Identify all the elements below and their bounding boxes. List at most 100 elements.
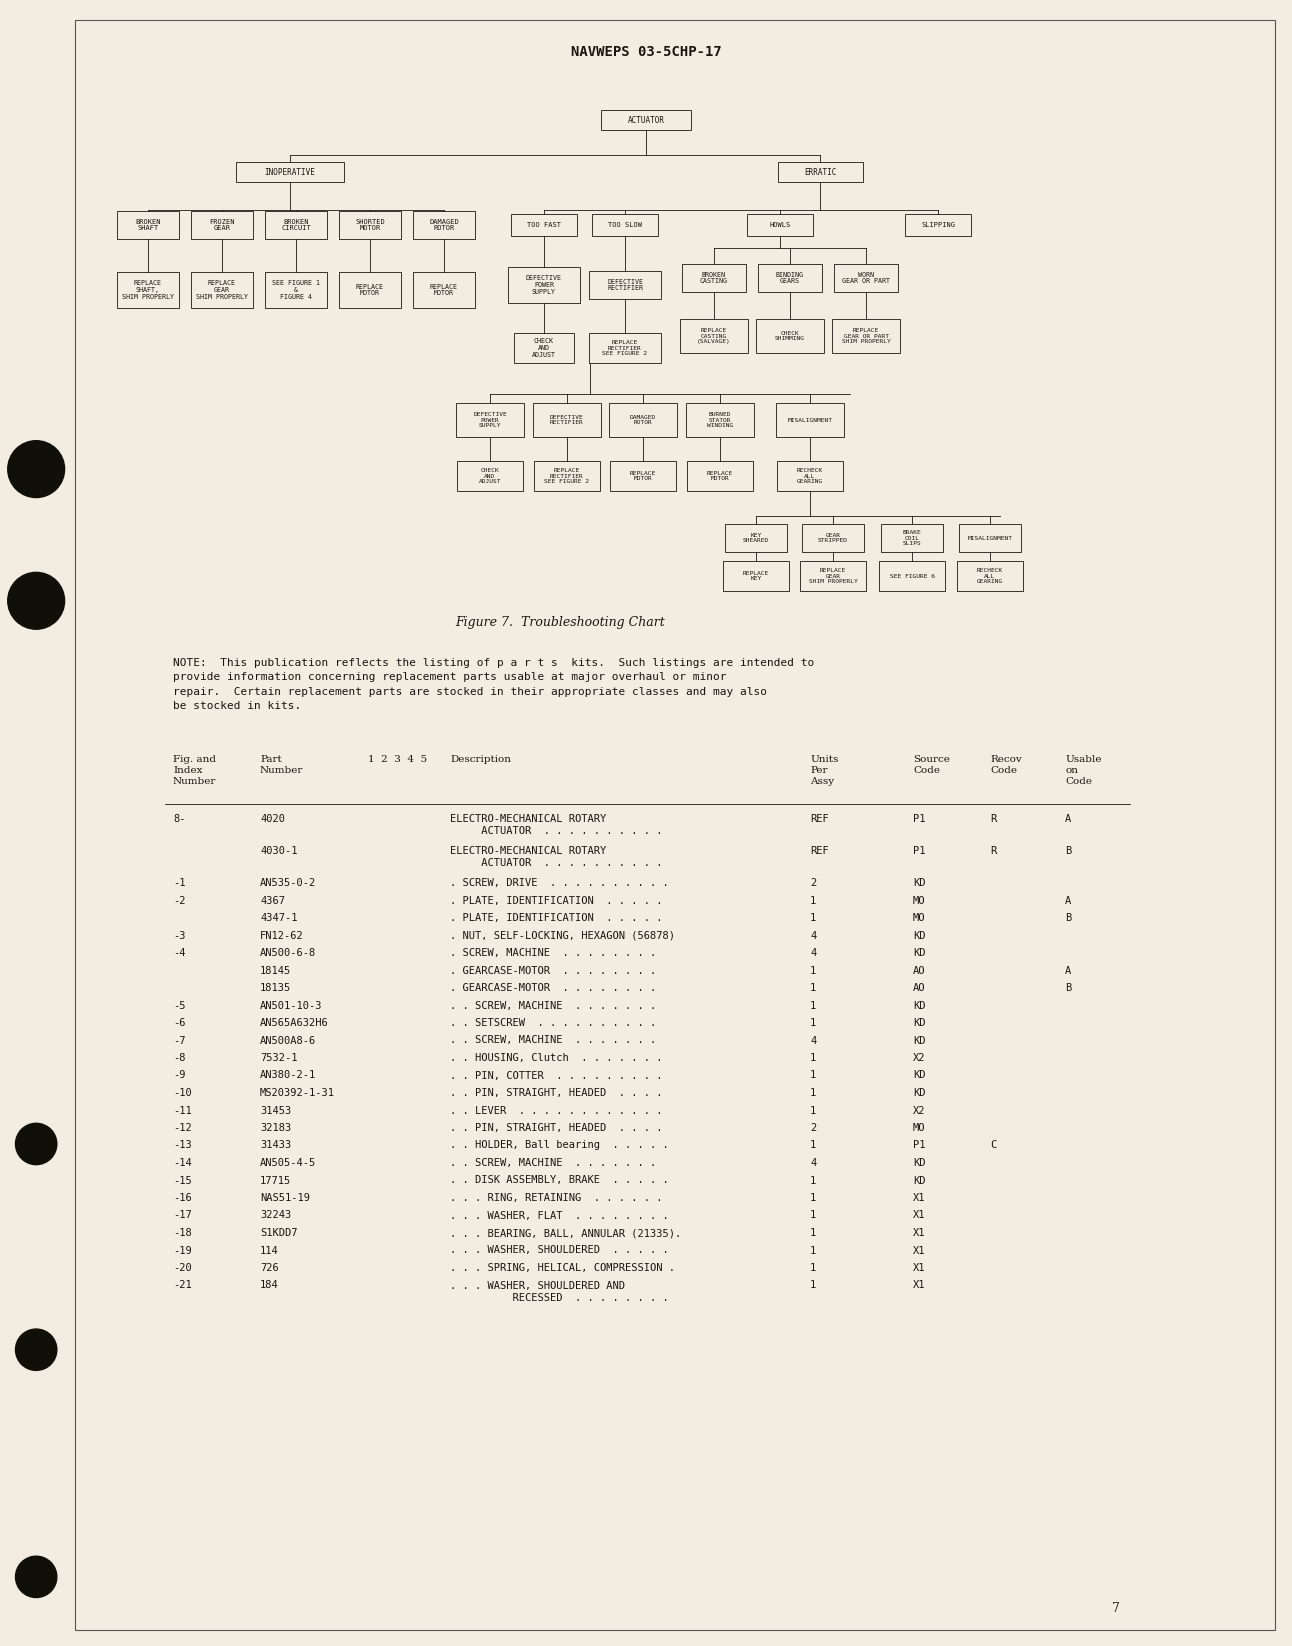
Bar — [508, 267, 580, 303]
Text: . SCREW, MACHINE  . . . . . . . .: . SCREW, MACHINE . . . . . . . . — [450, 948, 656, 958]
Text: 31433: 31433 — [260, 1141, 291, 1151]
Bar — [118, 272, 180, 308]
Text: . . SCREW, MACHINE  . . . . . . .: . . SCREW, MACHINE . . . . . . . — [450, 1159, 656, 1169]
Text: ELECTRO-MECHANICAL ROTARY
     ACTUATOR  . . . . . . . . . .: ELECTRO-MECHANICAL ROTARY ACTUATOR . . .… — [450, 846, 663, 869]
Text: 726: 726 — [260, 1262, 279, 1272]
Text: 4: 4 — [810, 1159, 817, 1169]
Text: BURNED
STATOR
WINDING: BURNED STATOR WINDING — [707, 412, 733, 428]
Text: AN500-6-8: AN500-6-8 — [260, 948, 317, 958]
Bar — [413, 211, 475, 239]
Text: -10: -10 — [173, 1088, 191, 1098]
Text: 4347-1: 4347-1 — [260, 914, 297, 923]
Text: X1: X1 — [913, 1193, 925, 1203]
Text: 4: 4 — [810, 948, 817, 958]
Text: Source
Code: Source Code — [913, 756, 950, 775]
Text: Description: Description — [450, 756, 512, 764]
Text: -11: -11 — [173, 1106, 191, 1116]
Text: 18135: 18135 — [260, 983, 291, 993]
Bar — [778, 161, 863, 183]
Bar — [339, 272, 401, 308]
Text: REPLACE
SHAFT,
SHIM PROPERLY: REPLACE SHAFT, SHIM PROPERLY — [121, 280, 174, 300]
Text: KD: KD — [913, 1088, 925, 1098]
Text: NAS51-19: NAS51-19 — [260, 1193, 310, 1203]
Text: X1: X1 — [913, 1246, 925, 1256]
Text: B: B — [1065, 846, 1071, 856]
Bar — [835, 263, 898, 291]
Text: ERRATIC: ERRATIC — [804, 168, 836, 176]
Text: SHORTED
MOTOR: SHORTED MOTOR — [355, 219, 385, 232]
Text: A: A — [1065, 895, 1071, 905]
Text: AN535-0-2: AN535-0-2 — [260, 877, 317, 887]
Text: 32183: 32183 — [260, 1123, 291, 1132]
Text: KEY
SHEARED: KEY SHEARED — [743, 533, 769, 543]
Bar — [957, 561, 1023, 591]
Bar — [413, 272, 475, 308]
Text: -6: -6 — [173, 1017, 186, 1029]
Text: AO: AO — [913, 966, 925, 976]
Text: REPLACE
MOTOR: REPLACE MOTOR — [357, 283, 384, 296]
Text: 1: 1 — [810, 1262, 817, 1272]
Text: 4020: 4020 — [260, 815, 286, 825]
Text: . . HOUSING, Clutch  . . . . . . .: . . HOUSING, Clutch . . . . . . . — [450, 1053, 663, 1063]
Bar — [265, 272, 327, 308]
Text: X1: X1 — [913, 1210, 925, 1220]
Text: . . . WASHER, FLAT  . . . . . . . .: . . . WASHER, FLAT . . . . . . . . — [450, 1210, 669, 1220]
Text: REPLACE
GEAR OR PART
SHIM PROPERLY: REPLACE GEAR OR PART SHIM PROPERLY — [841, 328, 890, 344]
Text: MO: MO — [913, 914, 925, 923]
Text: MO: MO — [913, 1123, 925, 1132]
Text: 1: 1 — [810, 1193, 817, 1203]
Text: C: C — [990, 1141, 996, 1151]
Bar — [725, 523, 787, 551]
Text: 1: 1 — [810, 1053, 817, 1063]
Text: P1: P1 — [913, 846, 925, 856]
Text: X1: X1 — [913, 1281, 925, 1290]
Text: AN505-4-5: AN505-4-5 — [260, 1159, 317, 1169]
Text: SLIPPING: SLIPPING — [921, 222, 955, 229]
Text: DEFECTIVE
RECTIFIER: DEFECTIVE RECTIFIER — [550, 415, 584, 425]
Text: 31453: 31453 — [260, 1106, 291, 1116]
Text: . SCREW, DRIVE  . . . . . . . . . .: . SCREW, DRIVE . . . . . . . . . . — [450, 877, 669, 887]
Text: -13: -13 — [173, 1141, 191, 1151]
Bar — [682, 263, 745, 291]
Text: X1: X1 — [913, 1262, 925, 1272]
Text: TOO SLOW: TOO SLOW — [609, 222, 642, 229]
Text: KD: KD — [913, 1175, 925, 1185]
Bar — [191, 211, 253, 239]
Text: HOWLS: HOWLS — [769, 222, 791, 229]
Text: 18145: 18145 — [260, 966, 291, 976]
Text: DAMAGED
ROTOR: DAMAGED ROTOR — [429, 219, 459, 232]
Text: Fig. and
Index
Number: Fig. and Index Number — [173, 756, 216, 787]
Text: REPLACE
MOTOR: REPLACE MOTOR — [630, 471, 656, 481]
Text: -15: -15 — [173, 1175, 191, 1185]
Bar — [534, 403, 601, 436]
Text: TOO FAST: TOO FAST — [527, 222, 561, 229]
Bar — [758, 263, 822, 291]
Text: MISALIGNMENT: MISALIGNMENT — [788, 418, 832, 423]
Bar — [601, 110, 691, 130]
Text: . . . RING, RETAINING  . . . . . .: . . . RING, RETAINING . . . . . . — [450, 1193, 663, 1203]
Bar — [512, 214, 578, 235]
Text: 1: 1 — [810, 1210, 817, 1220]
Bar — [904, 214, 972, 235]
Text: REPLACE
CASTING
(SALVAGE): REPLACE CASTING (SALVAGE) — [698, 328, 731, 344]
Text: MISALIGNMENT: MISALIGNMENT — [968, 535, 1013, 540]
Text: . NUT, SELF-LOCKING, HEXAGON (56878): . NUT, SELF-LOCKING, HEXAGON (56878) — [450, 930, 674, 940]
Text: X1: X1 — [913, 1228, 925, 1238]
Bar — [747, 214, 813, 235]
Text: 7: 7 — [1112, 1602, 1120, 1615]
Bar — [881, 523, 943, 551]
Text: KD: KD — [913, 930, 925, 940]
Text: 4: 4 — [810, 1035, 817, 1045]
Text: AN380-2-1: AN380-2-1 — [260, 1070, 317, 1080]
Text: 1: 1 — [810, 1070, 817, 1080]
Text: RECHECK
ALL
GEARING: RECHECK ALL GEARING — [797, 467, 823, 484]
Bar — [514, 332, 574, 364]
Text: GEAR
STRIPPED: GEAR STRIPPED — [818, 533, 848, 543]
Text: -4: -4 — [173, 948, 186, 958]
Text: KD: KD — [913, 877, 925, 887]
Text: 8-: 8- — [173, 815, 186, 825]
Text: 17715: 17715 — [260, 1175, 291, 1185]
Text: A: A — [1065, 815, 1071, 825]
Text: REPLACE
GEAR
SHIM PROPERLY: REPLACE GEAR SHIM PROPERLY — [809, 568, 858, 584]
Text: P1: P1 — [913, 815, 925, 825]
